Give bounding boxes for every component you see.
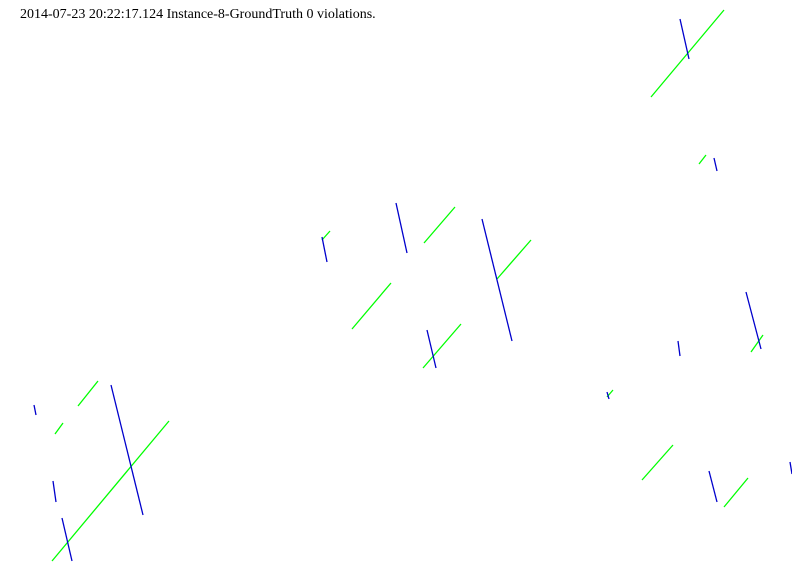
blue-segment-6: [745, 291, 762, 350]
blue-segment-14: [708, 470, 718, 503]
green-segment-7: [422, 323, 462, 369]
blue-segment-3: [321, 236, 328, 263]
green-segment-4: [423, 206, 456, 244]
blue-segment-1: [679, 18, 690, 60]
green-segment-8: [750, 334, 764, 353]
blue-segment-4: [395, 202, 408, 254]
green-segment-5: [496, 239, 532, 280]
green-segment-14: [723, 477, 749, 508]
blue-segment-11: [110, 384, 144, 516]
blue-segments-layer: [33, 18, 792, 562]
green-segment-11: [54, 422, 64, 435]
green-segment-13: [641, 444, 674, 481]
blue-segment-9: [606, 391, 610, 400]
green-segment-3: [321, 230, 331, 241]
status-header-text: 2014-07-23 20:22:17.124 Instance-8-Groun…: [20, 7, 376, 22]
green-segments-layer: [51, 9, 764, 562]
green-segment-10: [77, 380, 99, 407]
blue-segment-2: [713, 157, 718, 172]
blue-segment-12: [52, 480, 57, 503]
green-segment-12: [51, 420, 170, 562]
blue-segment-5: [481, 218, 513, 342]
blue-segment-10: [33, 404, 37, 416]
blue-segment-8: [677, 340, 681, 357]
green-segment-2: [698, 154, 707, 165]
blue-segment-7: [426, 329, 437, 369]
green-segment-6: [351, 282, 392, 330]
blue-segment-13: [61, 517, 73, 562]
